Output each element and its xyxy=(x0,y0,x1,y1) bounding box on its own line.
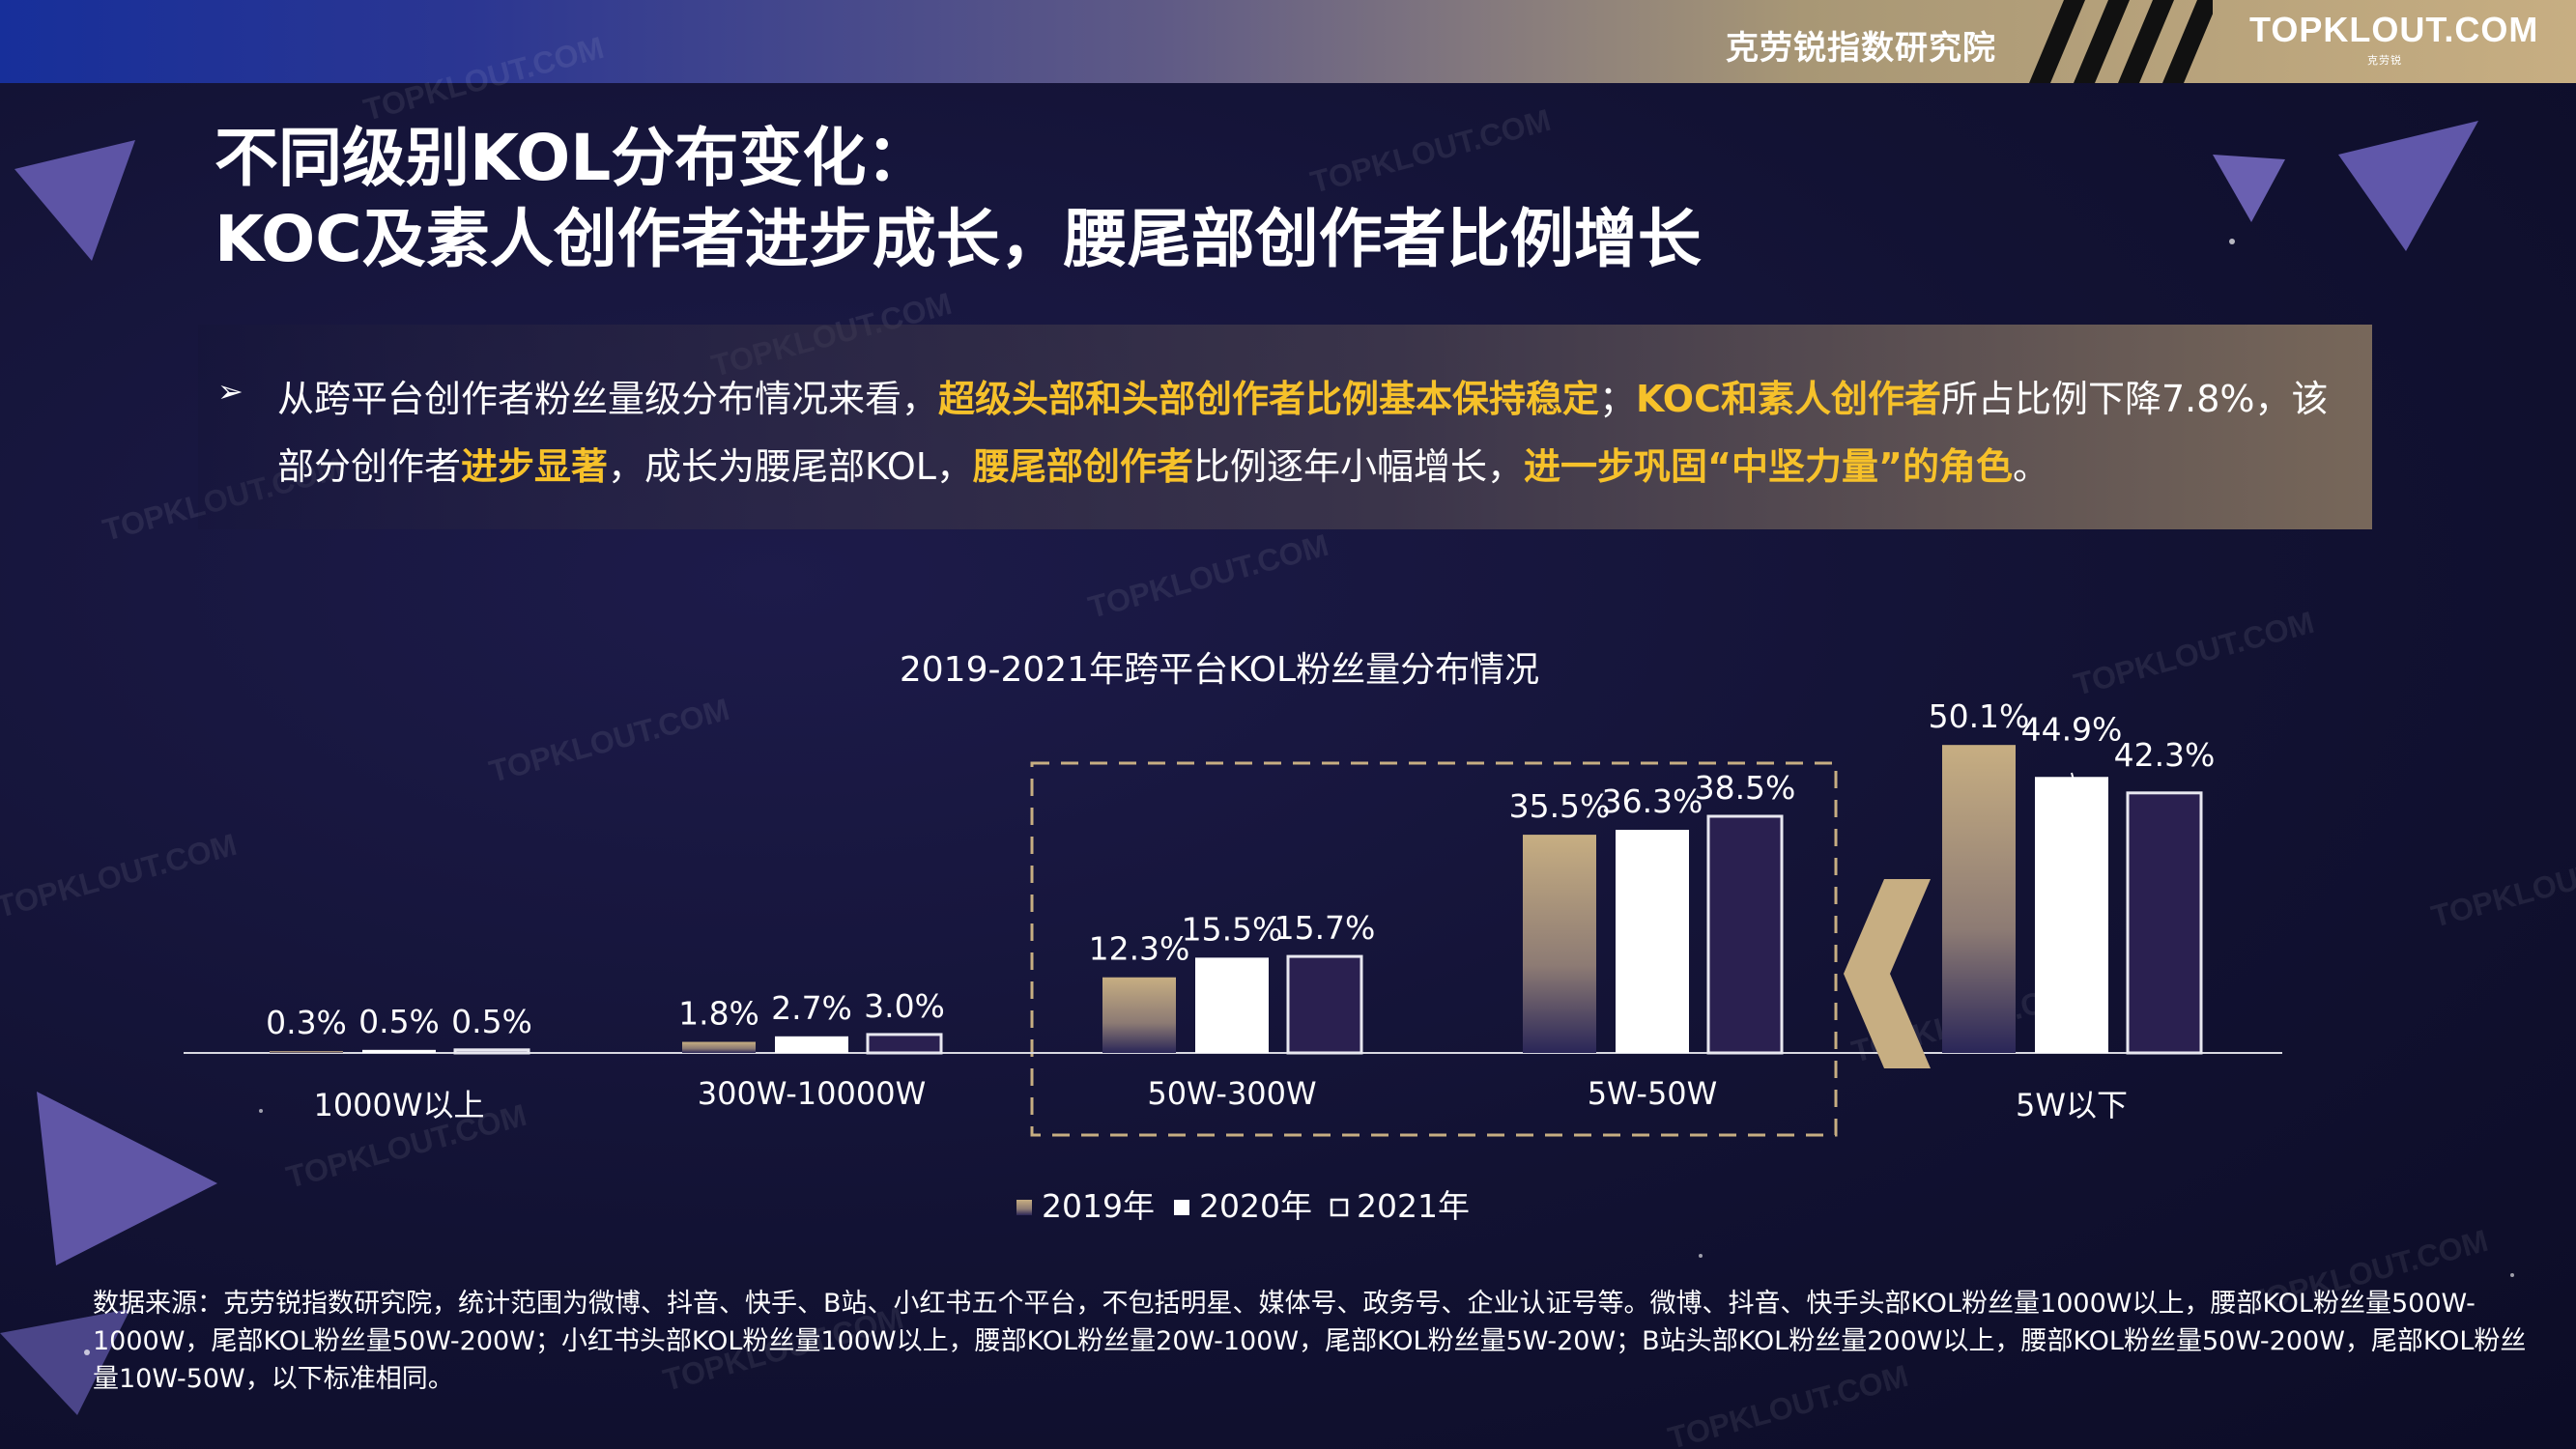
bar-2019年-300W-10000W xyxy=(682,1041,756,1053)
summary-segment: 所占比例下降7.8%，该部分创作者 xyxy=(277,378,2329,488)
summary-highlight: 进一步巩固“中坚力量”的角色 xyxy=(1524,445,2013,488)
summary-segment: 比例逐年小幅增长， xyxy=(1192,445,1524,488)
summary-highlight: KOC和素人创作者 xyxy=(1636,378,1941,420)
source-note: 数据来源：克劳锐指数研究院，统计范围为微博、抖音、快手、B站、小红书五个平台，不… xyxy=(93,1289,2527,1394)
title-line-1: 不同级别KOL分布变化： xyxy=(215,121,930,195)
bar-2020年-50W-300W xyxy=(1195,957,1269,1053)
bar-2019年-5W以下 xyxy=(1942,745,2016,1053)
summary-segment: ； xyxy=(1599,378,1637,420)
bullet-arrow-icon: ➢ xyxy=(217,373,243,410)
leader-line xyxy=(2071,772,2076,788)
bar-2021年-1000W以上 xyxy=(453,1048,530,1055)
data-label: 2.7% xyxy=(771,989,852,1027)
topklout-logo: TOPKLOUT.COM 克劳锐 xyxy=(2249,10,2539,71)
page-title: 不同级别KOL分布变化： KOC及素人创作者进步成长，腰尾部创作者比例增长 xyxy=(215,118,1702,280)
summary-segment: ，成长为腰尾部KOL， xyxy=(608,445,973,488)
bar-2020年-300W-10000W xyxy=(775,1036,848,1053)
bar-2021年-5W以下 xyxy=(2126,791,2203,1055)
bar-2020年-5W-50W xyxy=(1616,830,1689,1053)
data-label: 3.0% xyxy=(864,987,945,1025)
bar-2021年-300W-10000W xyxy=(866,1033,943,1055)
bar-2021年-5W-50W xyxy=(1706,814,1784,1055)
logo-text: TOPKLOUT.COM xyxy=(2249,10,2539,49)
summary-box: ➢ 从跨平台创作者粉丝量级分布情况来看，超级头部和头部创作者比例基本保持稳定；K… xyxy=(198,325,2372,529)
category-label: 5W-50W xyxy=(1588,1075,1718,1112)
data-label: 36.3% xyxy=(1602,782,1703,820)
title-line-2: KOC及素人创作者进步成长，腰尾部创作者比例增长 xyxy=(215,202,1702,276)
brand-label: 克劳锐指数研究院 xyxy=(1726,29,1996,68)
legend-label: 2021年 xyxy=(1357,1187,1470,1225)
data-label: 42.3% xyxy=(2114,736,2216,774)
bar-2021年-50W-300W xyxy=(1286,954,1363,1055)
category-label: 300W-10000W xyxy=(698,1075,926,1112)
data-label: 15.7% xyxy=(1274,909,1376,947)
bar-2019年-50W-300W xyxy=(1102,977,1176,1053)
bar-2020年-5W以下 xyxy=(2035,777,2108,1053)
data-label: 0.5% xyxy=(358,1003,440,1040)
summary-segment: 从跨平台创作者粉丝量级分布情况来看， xyxy=(277,378,939,420)
data-label: 0.3% xyxy=(266,1004,347,1041)
data-label: 50.1% xyxy=(1929,697,2030,735)
category-label: 50W-300W xyxy=(1147,1075,1316,1112)
legend-swatch xyxy=(1016,1200,1032,1215)
category-label: 1000W以上 xyxy=(313,1087,484,1123)
bar-2020年-1000W以上 xyxy=(362,1049,436,1053)
summary-text: 从跨平台创作者粉丝量级分布情况来看，超级头部和头部创作者比例基本保持稳定；KOC… xyxy=(277,365,2345,500)
highlight-box xyxy=(1030,761,1838,1137)
data-label: 44.9% xyxy=(2021,710,2123,748)
chart-title: 2019-2021年跨平台KOL粉丝量分布情况 xyxy=(900,650,1539,690)
data-label: 15.5% xyxy=(1182,910,1283,948)
data-label: 1.8% xyxy=(678,995,759,1033)
legend-swatch xyxy=(1330,1198,1349,1217)
chevron-left-icon xyxy=(1844,879,1931,1068)
bar-2019年-5W-50W xyxy=(1523,835,1596,1053)
data-label: 0.5% xyxy=(451,1003,532,1040)
summary-highlight: 腰尾部创作者 xyxy=(972,445,1193,488)
data-label: 38.5% xyxy=(1695,769,1796,807)
summary-highlight: 进步显著 xyxy=(461,445,609,488)
data-label: 35.5% xyxy=(1509,787,1611,825)
category-label: 5W以下 xyxy=(2016,1087,2128,1123)
summary-highlight: 超级头部和头部创作者比例基本保持稳定 xyxy=(938,378,1600,420)
data-label: 12.3% xyxy=(1089,930,1190,968)
top-banner: 克劳锐指数研究院 TOPKLOUT.COM 克劳锐 xyxy=(0,0,2576,83)
logo-sub: 克劳锐 xyxy=(2367,54,2402,67)
legend-label: 2019年 xyxy=(1042,1187,1155,1225)
decorative-stripes xyxy=(2029,0,2213,83)
legend-label: 2020年 xyxy=(1199,1187,1312,1225)
summary-segment: 。 xyxy=(2012,445,2049,488)
legend-swatch xyxy=(1174,1200,1189,1215)
bar-2019年-1000W以上 xyxy=(270,1051,343,1053)
